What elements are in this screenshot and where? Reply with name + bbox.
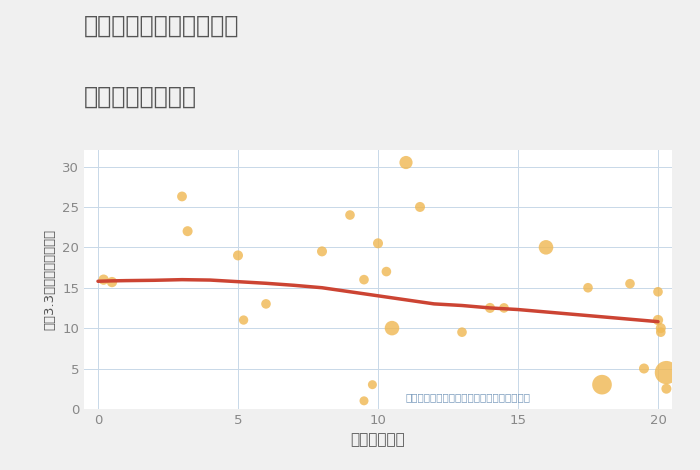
Point — [638, 365, 650, 372]
Point — [652, 288, 664, 296]
Point — [260, 300, 272, 308]
Point — [182, 227, 193, 235]
Text: 三重県四日市市伊坂台の: 三重県四日市市伊坂台の — [84, 14, 239, 38]
Point — [372, 240, 384, 247]
Point — [400, 159, 412, 166]
Point — [596, 381, 608, 388]
Point — [655, 324, 666, 332]
Point — [381, 268, 392, 275]
Point — [484, 304, 496, 312]
Point — [232, 251, 244, 259]
X-axis label: 駅距離（分）: 駅距離（分） — [351, 432, 405, 447]
Point — [367, 381, 378, 388]
Point — [98, 276, 109, 283]
Point — [540, 243, 552, 251]
Point — [106, 278, 118, 286]
Y-axis label: 坪（3.3㎡）単価（万円）: 坪（3.3㎡）単価（万円） — [43, 229, 57, 330]
Text: 駅距離別土地価格: 駅距離別土地価格 — [84, 85, 197, 109]
Point — [414, 203, 426, 211]
Point — [238, 316, 249, 324]
Point — [316, 248, 328, 255]
Point — [358, 397, 370, 405]
Point — [661, 369, 672, 376]
Text: 円の大きさは、取引のあった物件面積を示す: 円の大きさは、取引のあった物件面積を示す — [406, 392, 531, 402]
Point — [624, 280, 636, 288]
Point — [344, 212, 356, 219]
Point — [655, 329, 666, 336]
Point — [456, 329, 468, 336]
Point — [498, 304, 510, 312]
Point — [582, 284, 594, 291]
Point — [386, 324, 398, 332]
Point — [661, 385, 672, 392]
Point — [358, 276, 370, 283]
Point — [652, 316, 664, 324]
Point — [176, 193, 188, 200]
